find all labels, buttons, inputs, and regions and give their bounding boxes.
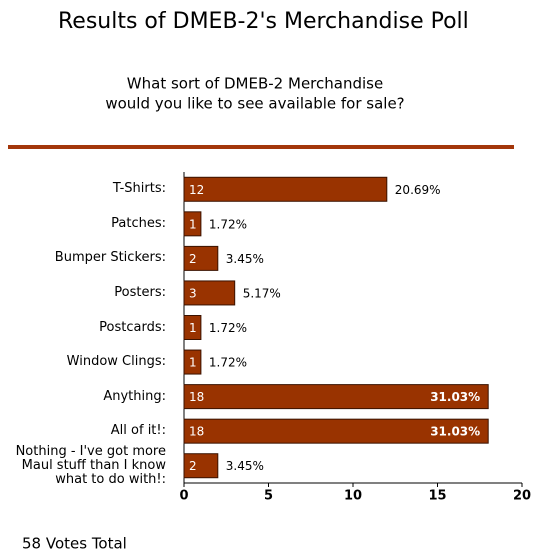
value-label: 3 bbox=[189, 286, 197, 300]
footer: 58 Votes Total bbox=[22, 535, 127, 553]
category-label: Window Clings: bbox=[66, 354, 166, 370]
percent-label: 5.17% bbox=[243, 286, 281, 300]
divider bbox=[8, 145, 514, 149]
category-label: Postcards: bbox=[99, 319, 166, 335]
chart-title: Results of DMEB-2's Merchandise Poll bbox=[58, 9, 469, 34]
bar bbox=[183, 453, 219, 479]
bar bbox=[183, 176, 388, 202]
value-label: 1 bbox=[189, 321, 197, 335]
value-label: 2 bbox=[189, 252, 197, 266]
percent-label: 3.45% bbox=[226, 252, 264, 266]
percent-label: 20.69% bbox=[395, 183, 441, 197]
bar bbox=[183, 349, 202, 375]
x-tick-label: 15 bbox=[428, 489, 446, 504]
x-tick-label: 10 bbox=[344, 489, 362, 504]
percent-label: 3.45% bbox=[226, 459, 264, 473]
percent-label: 31.03% bbox=[430, 425, 480, 439]
bar bbox=[183, 418, 489, 444]
value-label: 12 bbox=[189, 183, 204, 197]
value-label: 1 bbox=[189, 217, 197, 231]
percent-label: 31.03% bbox=[430, 390, 480, 404]
subtitle: would you like to see available for sale… bbox=[105, 95, 404, 113]
bar bbox=[183, 211, 202, 237]
value-label: 1 bbox=[189, 356, 197, 370]
x-tick-label: 20 bbox=[513, 489, 531, 504]
value-label: 18 bbox=[189, 425, 204, 439]
category-label: Anything: bbox=[103, 388, 166, 404]
percent-label: 1.72% bbox=[209, 217, 247, 231]
percent-label: 1.72% bbox=[209, 356, 247, 370]
category-label: Patches: bbox=[111, 215, 166, 231]
category-label: Bumper Stickers: bbox=[54, 250, 166, 266]
value-label: 18 bbox=[189, 390, 204, 404]
percent-label: 1.72% bbox=[209, 321, 247, 335]
subtitle: What sort of DMEB-2 Merchandise bbox=[127, 75, 383, 93]
bar bbox=[183, 384, 489, 410]
bar bbox=[183, 280, 236, 306]
bar bbox=[183, 245, 219, 271]
category-label: T-Shirts: bbox=[112, 181, 166, 197]
category-label: All of it!: bbox=[110, 423, 166, 439]
category-label: Nothing - I've got more Maul stuff than … bbox=[15, 443, 166, 487]
value-label: 2 bbox=[189, 459, 197, 473]
x-tick-label: 5 bbox=[264, 489, 273, 504]
bar bbox=[183, 315, 202, 340]
x-tick-label: 0 bbox=[179, 489, 188, 504]
category-label: Posters: bbox=[114, 284, 166, 300]
